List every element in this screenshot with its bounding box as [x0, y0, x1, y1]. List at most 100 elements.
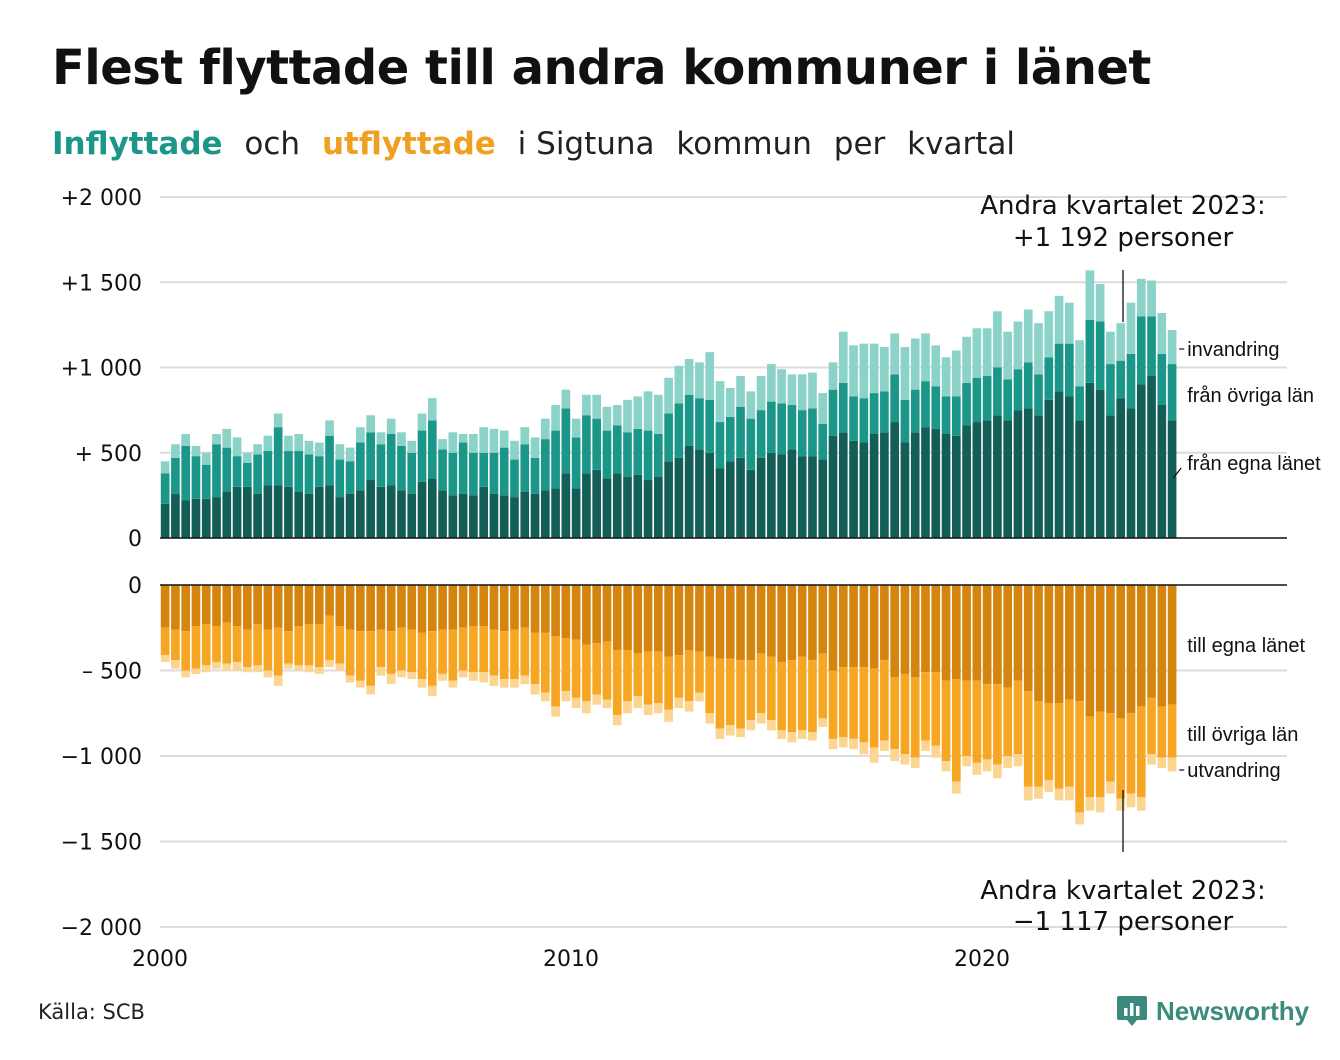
bar-to-own-county — [520, 585, 530, 628]
bar-to-other-counties — [160, 627, 170, 656]
bar-from-other-counties — [243, 462, 252, 487]
bar-to-own-county — [1075, 585, 1084, 702]
bar-emigration — [746, 720, 756, 731]
bar-emigration — [243, 667, 252, 673]
bar-from-own-county — [253, 493, 262, 538]
bar-to-own-county — [695, 585, 704, 652]
bar-to-own-county — [941, 585, 951, 681]
bar-to-other-counties — [201, 624, 211, 666]
bar-emigration — [253, 665, 262, 673]
bar-immigration — [1147, 280, 1156, 317]
bar-to-other-counties — [253, 624, 262, 666]
bar-from-own-county — [890, 422, 899, 538]
bar-from-own-county — [1044, 399, 1054, 538]
bar-from-other-counties — [993, 367, 1002, 416]
bar-immigration — [222, 428, 232, 448]
y-tick-label: +1 000 — [61, 357, 142, 382]
bar-to-own-county — [838, 585, 848, 668]
bar-from-own-county — [345, 493, 355, 538]
bar-from-own-county — [1136, 384, 1146, 538]
bar-from-own-county — [510, 497, 519, 538]
bar-emigration — [171, 660, 180, 669]
bar-from-own-county — [1126, 408, 1136, 538]
bar-from-own-county — [160, 503, 170, 538]
subtitle-municipality: kommun — [676, 126, 812, 162]
bar-emigration — [551, 706, 560, 717]
bar-to-own-county — [530, 585, 540, 633]
bar-to-other-counties — [767, 656, 776, 721]
bar-from-own-county — [880, 432, 889, 538]
bar-to-other-counties — [458, 627, 468, 671]
bar-to-other-counties — [417, 632, 427, 680]
bar-immigration — [982, 328, 992, 377]
bar-to-other-counties — [1034, 701, 1043, 787]
bar-emigration — [684, 701, 694, 712]
bar-immigration — [458, 433, 468, 443]
bar-emigration — [540, 692, 550, 702]
bar-to-own-county — [438, 585, 447, 630]
bar-emigration — [1013, 754, 1023, 767]
bar-from-other-counties — [232, 456, 242, 487]
bar-to-own-county — [201, 585, 211, 625]
bar-to-own-county — [951, 585, 961, 680]
bar-from-own-county — [684, 445, 694, 538]
bar-emigration — [263, 670, 273, 678]
bar-emigration — [838, 737, 848, 748]
bar-emigration — [910, 757, 920, 768]
bar-emigration — [345, 675, 355, 683]
bar-to-own-county — [551, 585, 560, 637]
bar-to-own-county — [479, 585, 488, 627]
bar-emigration — [869, 747, 879, 763]
bar-from-own-county — [664, 461, 673, 538]
bar-emigration — [582, 701, 591, 714]
bar-from-other-counties — [1054, 343, 1064, 392]
bar-emigration — [191, 668, 201, 674]
bar-to-other-counties — [880, 660, 889, 741]
bar-from-other-counties — [859, 398, 869, 443]
bar-to-other-counties — [1075, 701, 1084, 813]
bar-to-own-county — [304, 585, 314, 625]
bar-to-other-counties — [1003, 687, 1013, 756]
bar-to-other-counties — [623, 649, 632, 702]
bar-emigration — [1147, 754, 1156, 765]
bar-to-own-county — [263, 585, 273, 630]
bar-to-other-counties — [171, 629, 180, 661]
bar-emigration — [201, 665, 211, 673]
bar-to-own-county — [191, 585, 201, 627]
bar-from-own-county — [674, 457, 684, 538]
bar-from-other-counties — [931, 386, 941, 429]
bar-to-other-counties — [592, 643, 602, 695]
bar-to-own-county — [345, 585, 355, 630]
bar-to-own-county — [510, 585, 519, 630]
bar-from-own-county — [191, 498, 201, 538]
bar-immigration — [212, 433, 221, 445]
bar-from-own-county — [767, 452, 776, 538]
y-tick-label: +1 500 — [61, 271, 142, 296]
bar-from-own-county — [828, 435, 838, 538]
bar-from-own-county — [1085, 382, 1095, 538]
bar-from-other-counties — [1085, 319, 1095, 383]
bar-immigration — [1106, 331, 1115, 365]
bar-from-own-county — [561, 473, 571, 538]
bar-to-own-county — [417, 585, 427, 633]
bar-to-own-county — [407, 585, 417, 630]
bar-from-own-county — [695, 449, 704, 538]
bar-to-other-counties — [243, 629, 252, 668]
bar-to-other-counties — [931, 672, 941, 746]
bar-immigration — [263, 435, 273, 452]
bar-emigration — [1034, 786, 1043, 799]
bar-immigration — [232, 437, 242, 457]
bar-to-other-counties — [941, 680, 951, 762]
bar-from-other-counties — [386, 433, 396, 486]
bar-from-own-county — [1095, 389, 1105, 538]
bar-from-other-counties — [561, 408, 571, 474]
bar-from-own-county — [592, 469, 602, 538]
bar-from-other-counties — [212, 444, 221, 498]
bar-from-other-counties — [910, 389, 920, 433]
bar-to-own-county — [797, 585, 807, 657]
bar-from-own-county — [335, 497, 345, 538]
bar-emigration — [417, 679, 427, 688]
bar-immigration — [777, 369, 786, 404]
bar-immigration — [438, 439, 447, 450]
bar-to-other-counties — [612, 649, 622, 715]
